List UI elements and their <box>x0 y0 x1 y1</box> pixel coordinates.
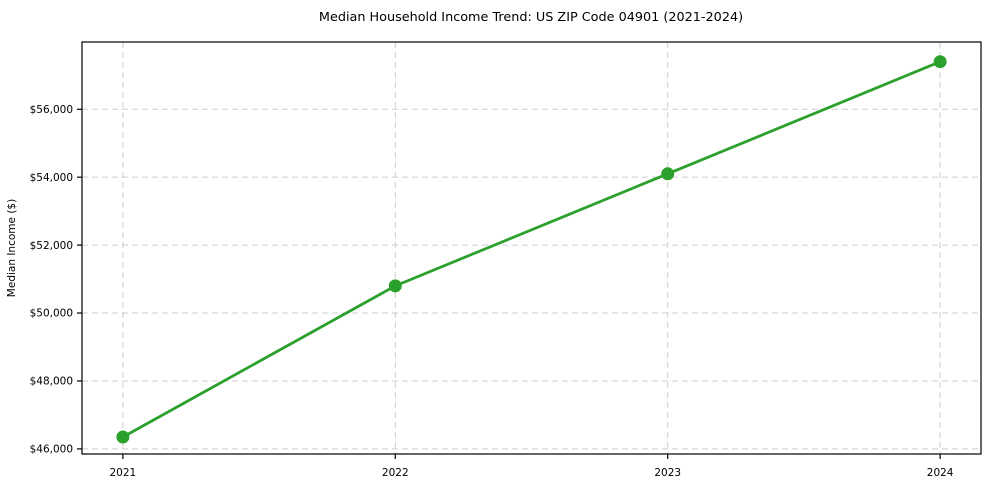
income-trend-line <box>121 60 942 439</box>
data-point-marker <box>933 55 947 69</box>
x-tick-label: 2023 <box>654 467 681 479</box>
y-tick-label: $50,000 <box>30 308 73 320</box>
y-tick-label: $52,000 <box>30 240 73 252</box>
y-tick-label: $56,000 <box>30 104 73 116</box>
axes-and-ticks <box>77 41 982 459</box>
plot-border <box>81 41 982 455</box>
tick-labels: 2021 2022 2023 2024 $46,000 $48,000 $50,000 $52… <box>30 104 954 479</box>
data-point-marker <box>388 279 402 293</box>
x-tick-label: 2021 <box>109 467 136 479</box>
data-point-marker <box>116 430 130 444</box>
y-tick-label: $48,000 <box>30 376 73 388</box>
y-tick-label: $54,000 <box>30 172 73 184</box>
gridlines <box>82 42 981 454</box>
income-line-series <box>116 55 947 444</box>
data-point-marker <box>661 167 675 181</box>
x-tick-label: 2022 <box>382 467 409 479</box>
y-axis-label: Median Income ($) <box>6 199 18 297</box>
chart-title: Median Household Income Trend: US ZIP Co… <box>319 10 743 25</box>
y-tick-label: $46,000 <box>30 444 73 456</box>
x-tick-label: 2024 <box>927 467 954 479</box>
